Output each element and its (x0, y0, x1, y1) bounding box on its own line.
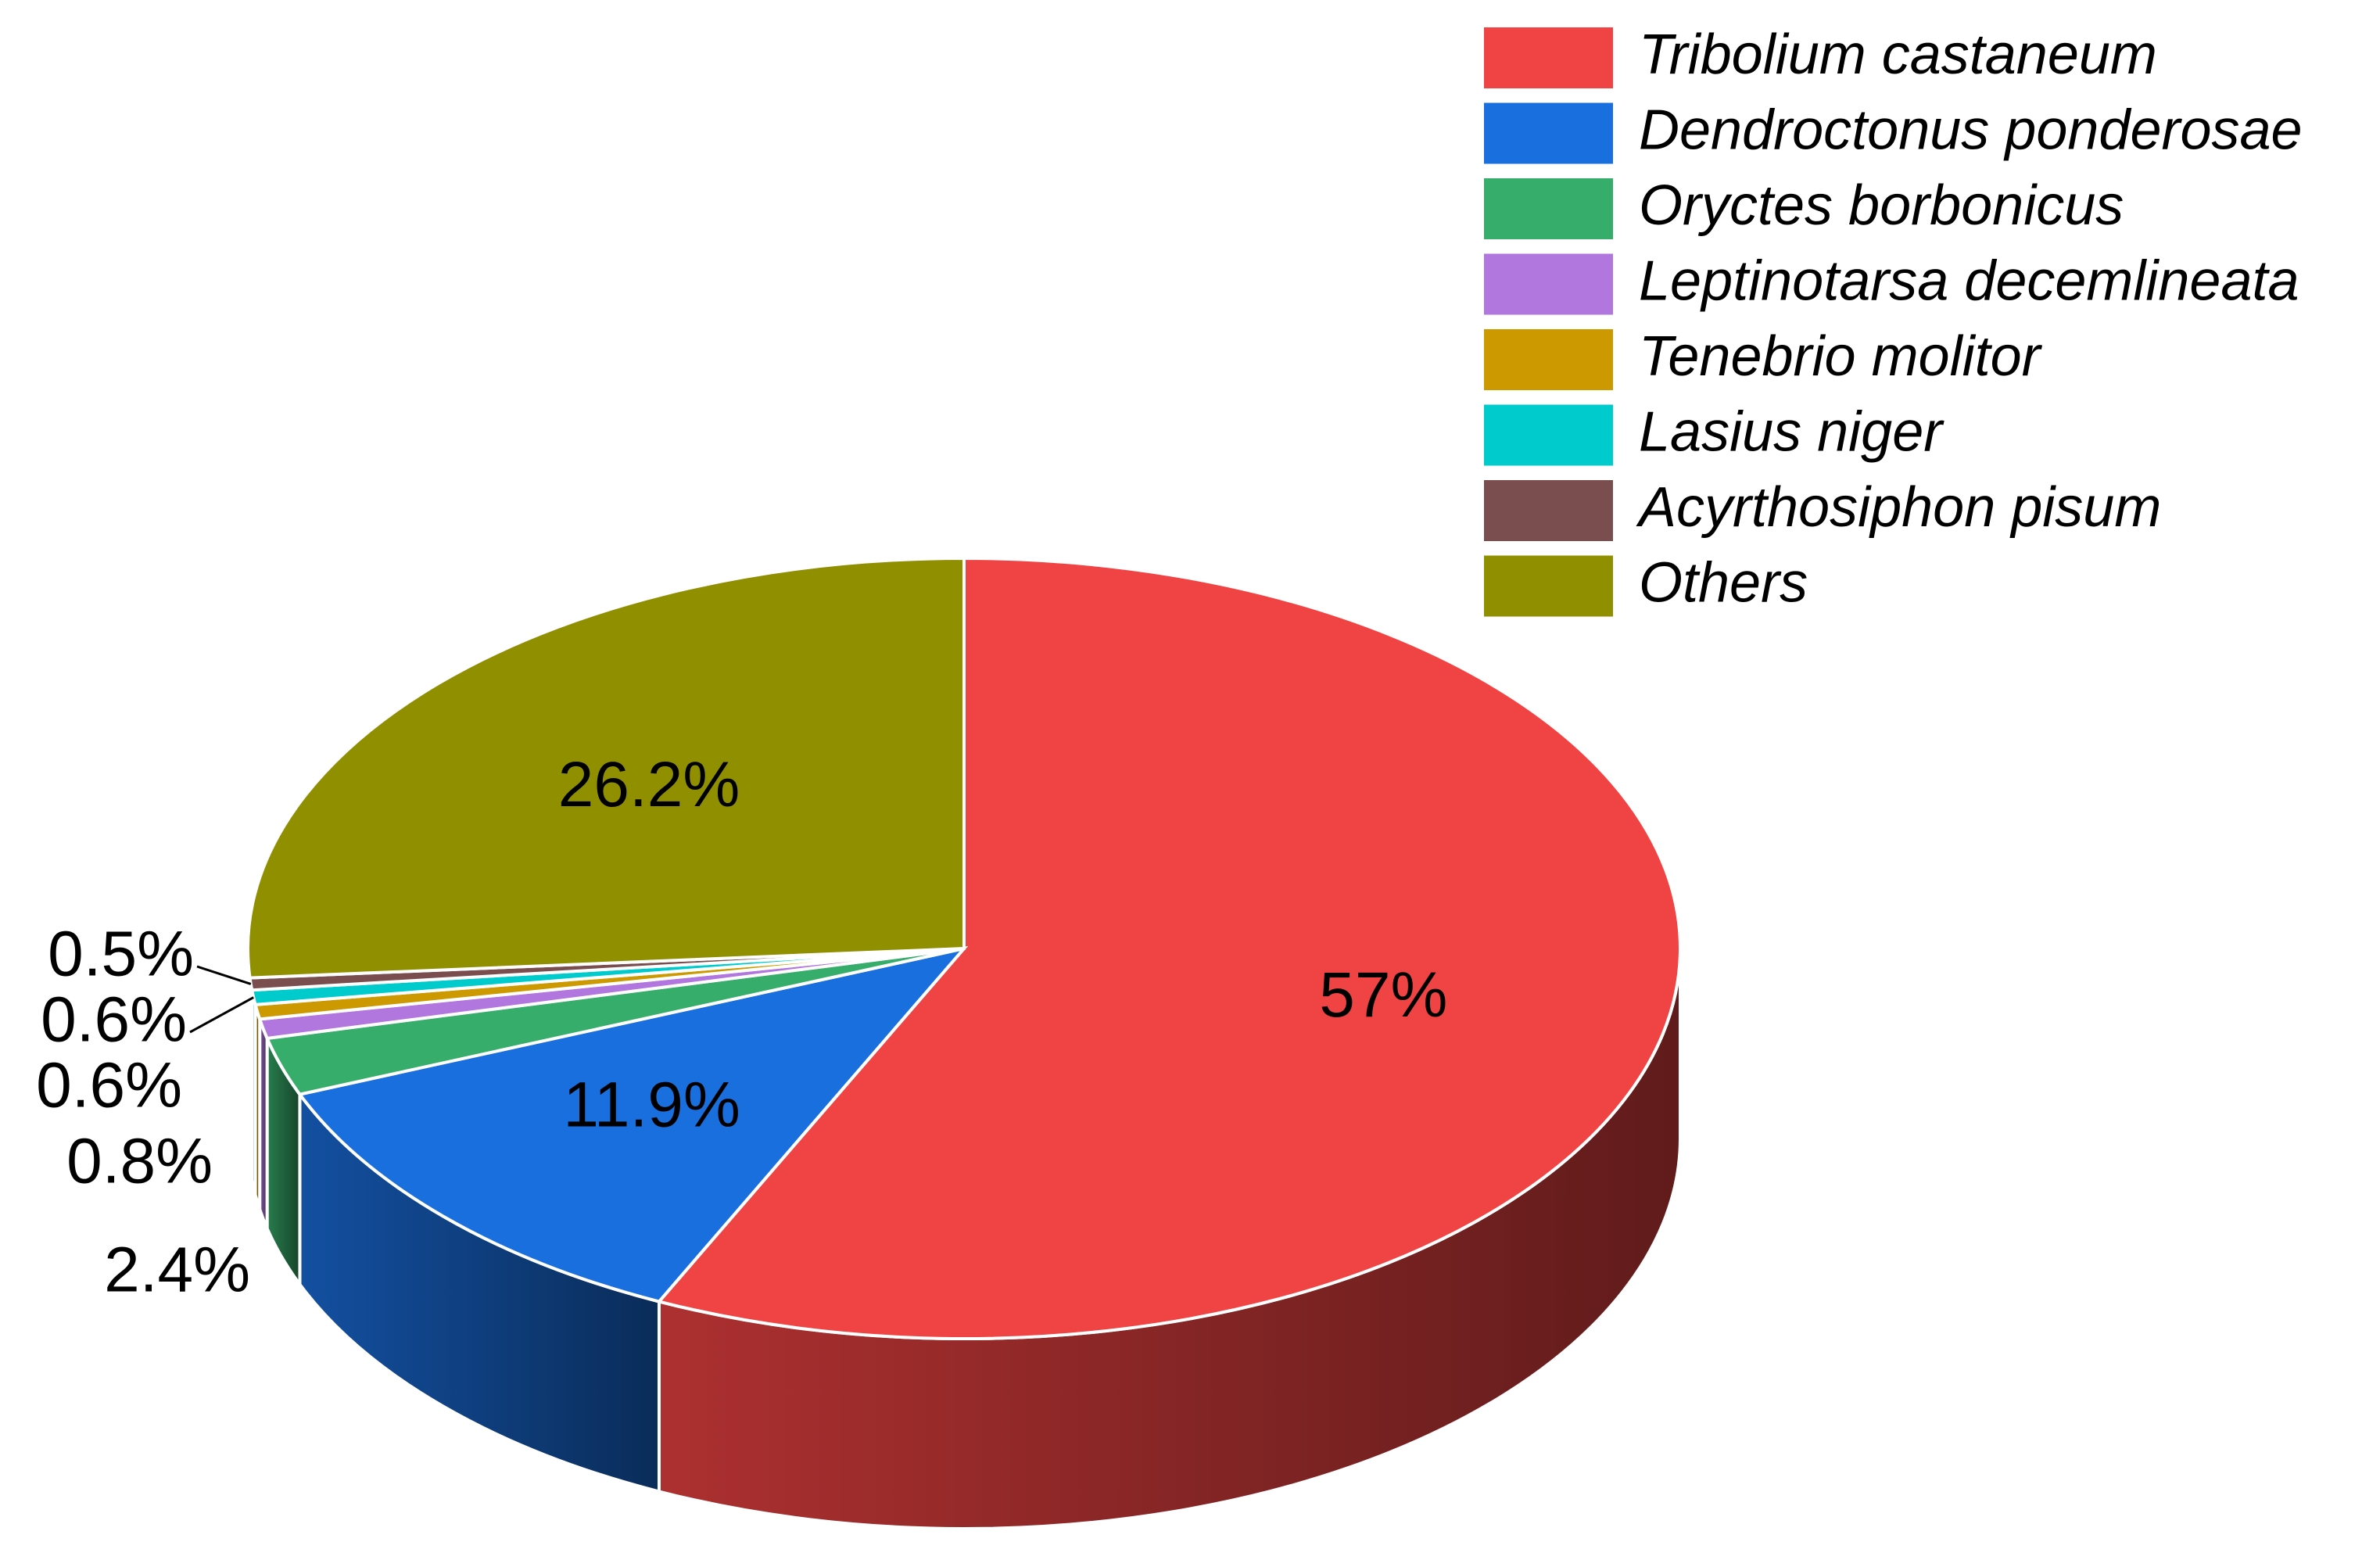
legend-swatch (1484, 404, 1613, 466)
data-label: 57% (1319, 959, 1447, 1031)
legend-swatch (1484, 329, 1613, 390)
slice (656, 556, 1682, 1340)
legend-label: Tenebrio molitor (1639, 325, 2043, 388)
legend-label: Dendroctonus ponderosae (1639, 99, 2303, 162)
legend-label: Others (1639, 552, 1808, 615)
data-label: 2.4% (104, 1235, 250, 1306)
slice (246, 556, 966, 980)
data-label: 0.8% (66, 1126, 213, 1197)
leader-line (196, 965, 252, 985)
data-label: 0.5% (48, 919, 194, 990)
legend-label: Tribolium castaneum (1639, 23, 2157, 86)
data-label: 26.2% (558, 749, 740, 820)
legend-label: Acyrthosiphon pisum (1636, 476, 2161, 539)
data-label: 0.6% (41, 984, 187, 1056)
legend-swatch (1484, 27, 1613, 88)
legend-swatch (1484, 178, 1613, 239)
legend-label: Oryctes borbonicus (1639, 174, 2124, 237)
leader-line (189, 996, 254, 1034)
slice (297, 945, 969, 1303)
legend-swatch (1484, 555, 1613, 617)
legend-swatch (1484, 480, 1613, 541)
data-label: 11.9% (563, 1069, 740, 1140)
legend-swatch (1484, 253, 1613, 315)
data-label: 0.6% (36, 1050, 182, 1121)
legend-label: Lasius niger (1639, 401, 1945, 464)
legend-swatch (1484, 102, 1613, 164)
legend-label: Leptinotarsa decemlineata (1639, 250, 2299, 313)
